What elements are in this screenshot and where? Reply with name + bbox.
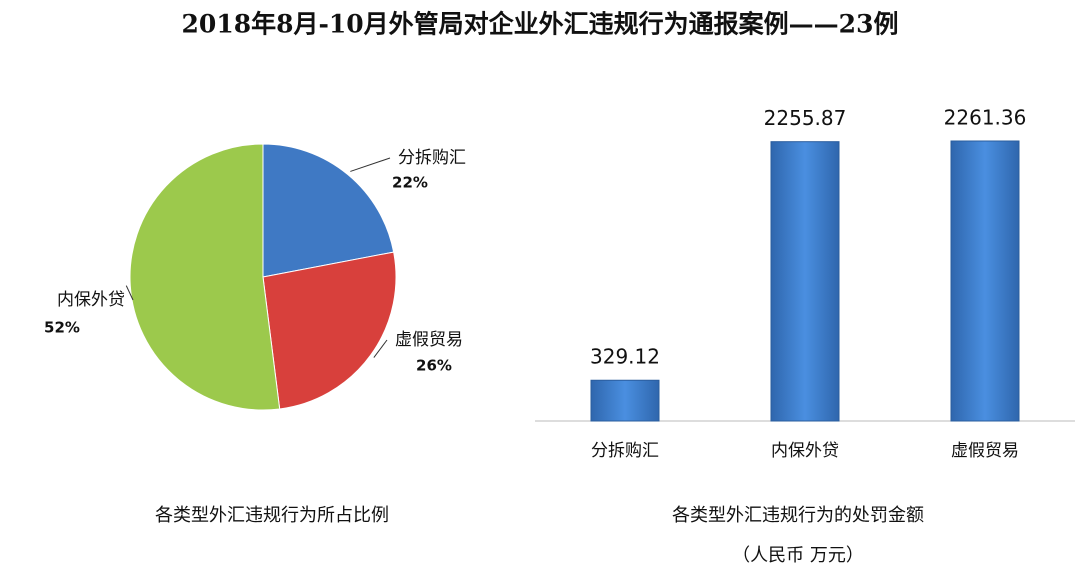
- page-title: 2018年8月-10月外管局对企业外汇违规行为通报案例——23例: [182, 10, 899, 39]
- pie-label: 分拆购汇: [398, 148, 466, 168]
- leader-line: [373, 339, 388, 358]
- bar: [950, 140, 1020, 422]
- pie-value-label: 26%: [416, 357, 452, 375]
- x-tick-label: 虚假贸易: [951, 441, 1019, 461]
- bar: [770, 141, 840, 422]
- pie-label: 虚假贸易: [395, 330, 463, 350]
- pie-label: 内保外贷: [57, 290, 125, 310]
- chart-title: 各类型外汇违规行为所占比例: [155, 505, 389, 526]
- chart-title: 各类型外汇违规行为的处罚金额: [672, 505, 924, 526]
- pie-value-label: 22%: [392, 174, 428, 192]
- x-tick-label: 分拆购汇: [591, 441, 659, 461]
- pie-slice: [262, 143, 395, 278]
- bar: [590, 379, 660, 422]
- bar-value-label: 2261.36: [944, 106, 1027, 130]
- x-tick-label: 内保外贷: [771, 441, 839, 461]
- bar-value-label: 2255.87: [764, 106, 847, 130]
- bar-value-label: 329.12: [590, 345, 660, 369]
- chart-subtitle: （人民币 万元）: [732, 545, 864, 566]
- pie-slice: [129, 143, 281, 411]
- leader-line: [350, 157, 391, 172]
- pie-slice: [262, 251, 397, 410]
- leader-line: [125, 285, 134, 301]
- pie-value-label: 52%: [44, 319, 80, 337]
